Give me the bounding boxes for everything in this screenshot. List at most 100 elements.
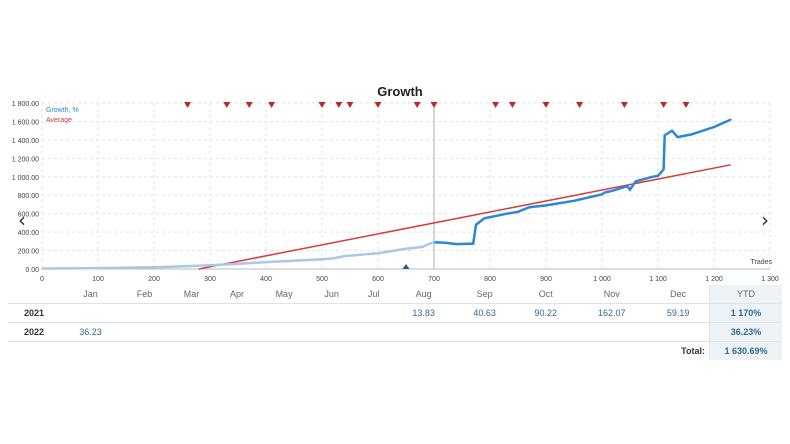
month-header: Aug — [393, 285, 455, 304]
growth-point — [601, 193, 603, 196]
growth-point — [573, 200, 575, 202]
x-tick-label: 700 — [428, 276, 440, 283]
legend: Growth, % Average — [46, 107, 79, 124]
month-header: Dec — [647, 285, 710, 304]
month-value[interactable]: 59.19 — [647, 303, 710, 323]
x-tick-label: 900 — [540, 276, 552, 283]
trade-marker-icon — [542, 102, 550, 108]
trade-marker-icon — [223, 102, 231, 108]
x-tick-label: 1 100 — [649, 276, 667, 283]
year-cell: 2022 — [8, 322, 60, 342]
total-row: Total: 1 630.69% — [8, 341, 782, 360]
growth-point — [343, 255, 346, 257]
trade-marker-icon — [318, 102, 326, 108]
trade-marker-icon — [184, 102, 192, 108]
month-value[interactable] — [454, 322, 516, 342]
growth-point — [671, 129, 673, 132]
monthly-returns-table: Jan Feb Mar Apr May Jun Jul Aug Sep Oct … — [8, 285, 782, 360]
growth-point — [676, 136, 679, 138]
table-row: 2022 36.23 36.23% — [8, 322, 782, 342]
growth-point — [237, 263, 239, 265]
y-tick-label: 1 400.00 — [12, 138, 39, 145]
year-header — [8, 285, 60, 304]
month-value[interactable] — [215, 303, 260, 323]
growth-point — [657, 175, 659, 177]
trade-marker-icon — [492, 102, 500, 108]
axes: 0.00 200.00 400.00 600.00 800.00 1 000.00 1 20… — [12, 101, 779, 283]
growth-point — [377, 252, 379, 255]
month-value[interactable] — [354, 322, 394, 342]
month-header: May — [259, 285, 310, 304]
next-chart-arrow-icon[interactable]: › — [761, 208, 769, 232]
growth-point — [181, 265, 183, 268]
month-value[interactable] — [215, 322, 260, 342]
month-value[interactable] — [576, 322, 648, 342]
growth-point — [612, 189, 614, 192]
month-header: Jul — [354, 285, 394, 304]
previous-chart-arrow-icon[interactable]: ‹ — [18, 208, 26, 232]
month-value[interactable] — [309, 322, 355, 342]
growth-point — [713, 126, 715, 128]
month-header: Mar — [168, 285, 216, 304]
trade-marker-icon — [508, 102, 516, 108]
y-tick-label: 1 200.00 — [12, 156, 39, 163]
month-value[interactable]: 40.63 — [454, 303, 516, 323]
month-header: Feb — [121, 285, 169, 304]
growth-point — [629, 188, 631, 191]
x-tick-label: 800 — [484, 276, 496, 283]
trade-markers — [184, 102, 690, 269]
trade-marker-icon — [682, 102, 690, 108]
month-value[interactable]: 36.23 — [60, 322, 122, 342]
x-tick-label: 600 — [372, 276, 384, 283]
month-header: Oct — [515, 285, 577, 304]
x-tick-label: 100 — [92, 276, 104, 283]
ytd-value: 36.23% — [709, 322, 782, 342]
growth-point — [472, 242, 475, 245]
growth-point — [41, 267, 43, 270]
month-value[interactable] — [259, 303, 310, 323]
month-value[interactable]: 162.07 — [576, 303, 648, 323]
month-value[interactable] — [393, 322, 455, 342]
growth-point — [422, 246, 424, 248]
trade-marker-icon — [413, 102, 421, 108]
month-value[interactable] — [168, 303, 216, 323]
y-tick-label: 800.00 — [18, 193, 40, 200]
x-tick-label: 500 — [316, 276, 328, 283]
x-tick-label: 200 — [148, 276, 160, 283]
month-value[interactable] — [121, 303, 169, 323]
y-tick-label: 1 800.00 — [12, 101, 39, 108]
month-value[interactable] — [309, 303, 355, 323]
month-value[interactable]: 13.83 — [393, 303, 455, 323]
year-cell: 2021 — [8, 303, 60, 323]
growth-line-history — [41, 241, 435, 270]
y-tick-label: 600.00 — [18, 212, 40, 219]
month-value[interactable] — [259, 322, 310, 342]
month-value[interactable] — [60, 303, 122, 323]
month-value[interactable] — [168, 322, 216, 342]
growth-point — [604, 191, 606, 194]
total-value: 1 630.69% — [709, 341, 782, 360]
growth-point — [506, 212, 508, 215]
trade-marker-icon — [268, 102, 276, 108]
growth-chart: Growth 0.00 200.00 400.00 600.00 800.00 1 000… — [12, 84, 779, 283]
growth-point — [332, 257, 335, 260]
chart-title: Growth — [377, 84, 423, 99]
month-value[interactable] — [354, 303, 394, 323]
y-tick-label: 400.00 — [18, 230, 40, 237]
month-value[interactable]: 90.22 — [515, 303, 577, 323]
growth-point — [528, 206, 530, 208]
growth-point — [455, 243, 458, 245]
growth-point — [265, 261, 267, 263]
month-value[interactable] — [515, 322, 577, 342]
month-header: Jan — [60, 285, 122, 304]
month-value[interactable] — [121, 322, 169, 342]
month-header: Jun — [309, 285, 355, 304]
growth-point — [209, 264, 211, 267]
x-tick-label: 1 200 — [705, 276, 723, 283]
growth-point — [153, 266, 155, 269]
growth-point — [663, 134, 666, 137]
x-tick-label: 0 — [40, 276, 44, 283]
series-layer — [41, 118, 732, 270]
month-header: Apr — [215, 285, 260, 304]
month-value[interactable] — [647, 322, 710, 342]
